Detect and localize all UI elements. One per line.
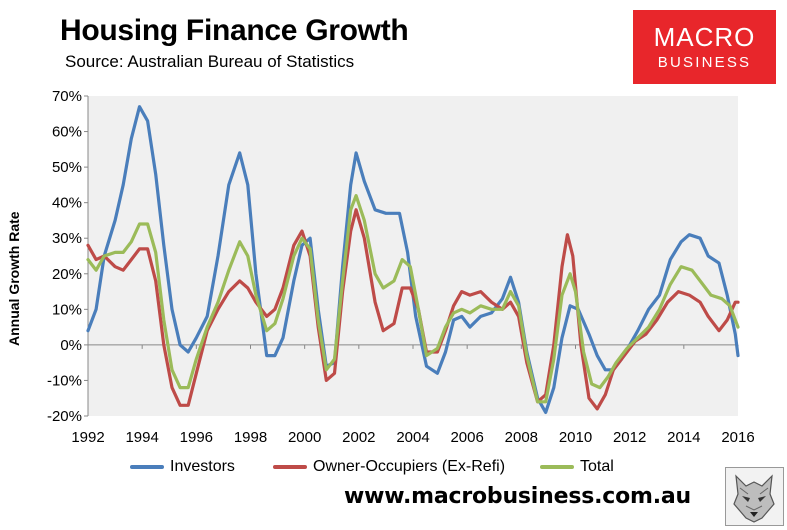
x-tick-label: 2006 (450, 429, 483, 446)
website-url: www.macrobusiness.com.au (344, 484, 692, 509)
y-tick-label: -20% (47, 408, 82, 425)
x-tick-label: 2002 (342, 429, 375, 446)
x-tick-label: 1996 (180, 429, 213, 446)
y-tick-label: 20% (52, 266, 82, 283)
chart-subtitle: Source: Australian Bureau of Statistics (65, 52, 355, 71)
wolf-mascot-image (725, 467, 784, 526)
y-tick-label: 40% (52, 195, 82, 212)
y-tick-label: 60% (52, 124, 82, 141)
y-tick-label: 50% (52, 159, 82, 176)
series-line-owner-occupiers-ex-refi (86, 208, 740, 411)
x-tick-label: 2008 (505, 429, 538, 446)
y-tick-label: 10% (52, 301, 82, 318)
x-tick-label: 1998 (234, 429, 267, 446)
macrobusiness-logo: MACRO BUSINESS (633, 10, 776, 84)
chart-legend: Investors Owner-Occupiers (Ex-Refi) Tota… (0, 458, 787, 478)
chart-title: Housing Finance Growth (60, 14, 409, 47)
y-tick-label: -10% (47, 372, 82, 389)
plot-area (88, 96, 738, 416)
y-tick-label: 70% (52, 88, 82, 105)
legend-swatch-total (540, 464, 574, 469)
series-line-total (86, 194, 740, 404)
logo-line-2: BUSINESS (657, 54, 752, 71)
legend-label-investors: Investors (170, 458, 235, 475)
x-tick-label: 2000 (288, 429, 321, 446)
legend-swatch-investors (130, 464, 164, 469)
legend-item-total: Total (540, 458, 614, 476)
legend-item-investors: Investors (130, 458, 235, 476)
y-tick-label: 0% (60, 337, 82, 354)
logo-line-1: MACRO (653, 22, 756, 52)
legend-label-owner-occupiers: Owner-Occupiers (Ex-Refi) (313, 458, 506, 475)
legend-item-owner-occupiers: Owner-Occupiers (Ex-Refi) (273, 458, 505, 476)
legend-label-total: Total (580, 458, 614, 475)
x-tick-label: 2014 (667, 429, 700, 446)
y-tick-label: 30% (52, 230, 82, 247)
x-tick-label: 2010 (559, 429, 592, 446)
y-axis-title: Annual Growth Rate (6, 211, 22, 346)
x-tick-label: 1994 (125, 429, 158, 446)
x-tick-label: 2012 (613, 429, 646, 446)
x-tick-label: 2016 (721, 429, 754, 446)
x-tick-label: 1992 (71, 429, 104, 446)
legend-swatch-owner-occupiers (273, 464, 307, 469)
x-tick-label: 2004 (396, 429, 429, 446)
